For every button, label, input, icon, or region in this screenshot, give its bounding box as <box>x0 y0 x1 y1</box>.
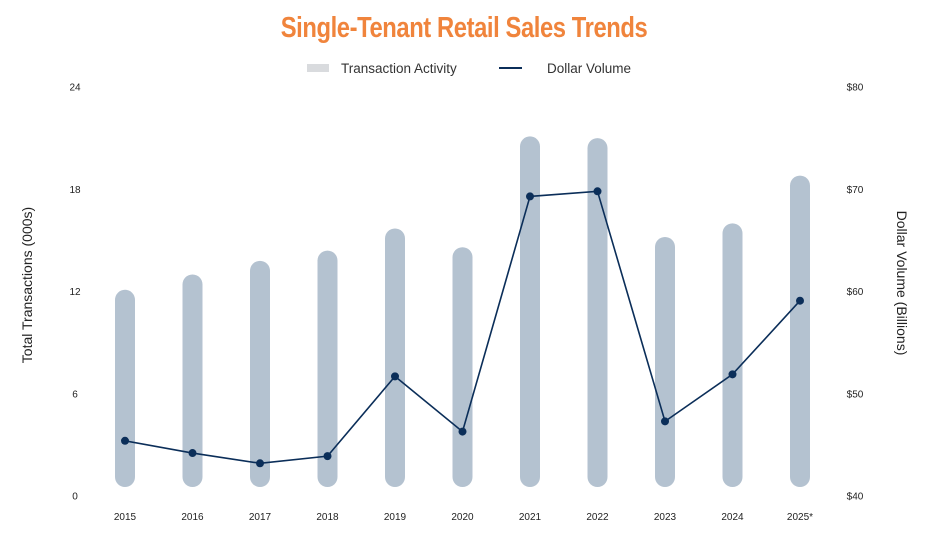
data-point-marker <box>121 436 129 445</box>
bar <box>250 260 270 487</box>
legend-label: Transaction Activity <box>341 60 457 76</box>
bar <box>115 289 135 487</box>
x-tick-label: 2020 <box>451 512 474 523</box>
line-swatch-icon <box>499 67 522 69</box>
line-series <box>121 187 804 468</box>
bar-series <box>115 136 810 488</box>
bar-swatch-icon <box>307 64 329 72</box>
left-tick-label: 24 <box>69 83 81 94</box>
bar <box>452 247 473 487</box>
data-point-marker <box>323 452 332 461</box>
data-point-marker <box>661 417 669 426</box>
right-tick-label: $40 <box>847 492 864 503</box>
x-tick-label: 2021 <box>519 512 542 523</box>
bar <box>722 223 743 488</box>
bar <box>587 138 608 487</box>
left-axis-ticks: 0 6 12 18 24 <box>69 83 81 503</box>
x-tick-label: 2017 <box>249 512 272 523</box>
right-tick-label: $70 <box>847 185 864 196</box>
legend-item-dollar-volume: Dollar Volume <box>499 58 631 78</box>
legend-label: Dollar Volume <box>547 60 632 76</box>
x-tick-label: 2025* <box>787 512 813 523</box>
data-point-marker <box>728 370 737 379</box>
x-tick-label: 2018 <box>316 512 339 523</box>
data-point-marker <box>391 372 399 381</box>
bar <box>520 136 540 487</box>
left-tick-label: 0 <box>72 492 78 503</box>
data-point-marker <box>256 459 264 468</box>
chart-title: Single-Tenant Retail Sales Trends <box>280 12 648 44</box>
x-tick-label: 2023 <box>654 512 677 523</box>
data-point-marker <box>526 192 534 201</box>
bar <box>655 236 675 487</box>
legend-item-transaction-activity: Transaction Activity <box>307 58 457 78</box>
left-tick-label: 6 <box>72 389 78 400</box>
left-tick-label: 12 <box>69 287 81 298</box>
bar <box>317 250 338 487</box>
right-tick-label: $50 <box>847 389 864 400</box>
legend: Transaction Activity Dollar Volume <box>0 58 936 78</box>
x-tick-label: 2019 <box>384 512 407 523</box>
data-point-marker <box>458 427 467 436</box>
bar <box>385 228 405 487</box>
data-point-marker <box>796 296 804 305</box>
data-point-marker <box>188 449 197 458</box>
right-axis-ticks: $40 $50 $60 $70 $80 <box>847 83 864 503</box>
right-tick-label: $60 <box>847 287 864 298</box>
x-tick-label: 2016 <box>181 512 204 523</box>
x-tick-label: 2024 <box>721 512 744 523</box>
x-axis-ticks: 2015 2016 2017 2018 2019 2020 2021 2022 2023 2024… <box>114 512 813 523</box>
right-tick-label: $80 <box>847 83 864 94</box>
x-tick-label: 2022 <box>586 512 609 523</box>
left-tick-label: 18 <box>69 185 81 196</box>
bar <box>790 175 810 487</box>
data-point-marker <box>593 187 602 196</box>
x-tick-label: 2015 <box>114 512 137 523</box>
bar <box>182 274 203 487</box>
